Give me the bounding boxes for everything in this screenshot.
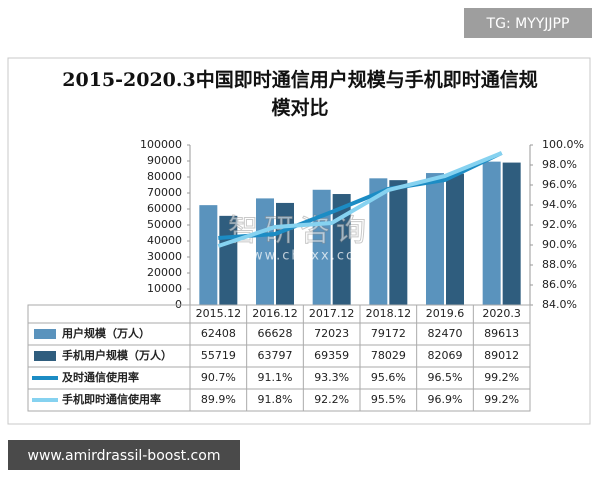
y2-tick-label: 100.0% <box>542 138 584 151</box>
bar <box>426 173 444 305</box>
y-tick-label: 30000 <box>147 250 182 263</box>
table-cell: 78029 <box>371 349 406 362</box>
table-cell: 99.2% <box>484 393 519 406</box>
footer-box <box>8 440 240 470</box>
legend-label: 用户规模（万人） <box>62 326 150 340</box>
table-cell: 95.6% <box>371 371 406 384</box>
line-series <box>218 151 503 240</box>
title-box: 2015-2020.3中国即时通信用户规模与手机即时通信规模对比 <box>62 69 538 119</box>
footer-text: www.amirdrassil-boost.com <box>28 448 221 464</box>
y-tick-label: 80000 <box>147 170 182 183</box>
y-tick-label: 20000 <box>147 266 182 279</box>
y2-tick-label: 88.0% <box>542 258 577 271</box>
y-tick-label: 100000 <box>140 138 182 151</box>
bar <box>256 198 274 305</box>
table-cell: 69359 <box>314 349 349 362</box>
y2-tick-label: 90.0% <box>542 238 577 251</box>
x-tick-label: 2018.12 <box>366 307 412 320</box>
table-cell: 92.2% <box>314 393 349 406</box>
y-tick-label: 50000 <box>147 218 182 231</box>
watermark-site: www.chyxx.com <box>239 249 370 264</box>
table-cell: 82069 <box>428 349 463 362</box>
bar <box>369 178 388 305</box>
legend-swatch <box>34 351 56 361</box>
table-cell: 62408 <box>201 327 236 340</box>
watermark-logo: 智研咨询 <box>228 214 372 249</box>
y2-tick-label: 86.0% <box>542 278 577 291</box>
legend-label: 手机即时通信使用率 <box>62 392 161 406</box>
table-cell: 89012 <box>484 349 519 362</box>
line-series <box>217 151 503 248</box>
table-cell: 91.8% <box>258 393 293 406</box>
legend-label: 手机用户规模（万人） <box>62 348 172 362</box>
x-tick-label: 2016.12 <box>252 307 298 320</box>
x-tick-label: 2019.6 <box>426 307 465 320</box>
y-tick-label: 10000 <box>147 282 182 295</box>
table-cell: 90.7% <box>201 371 236 384</box>
x-tick-label: 2020.3 <box>482 307 521 320</box>
y2-tick-label: 96.0% <box>542 178 577 191</box>
legend-swatch <box>34 329 56 339</box>
table-cell: 79172 <box>371 327 406 340</box>
table-cell: 93.3% <box>314 371 349 384</box>
table-cell: 72023 <box>314 327 349 340</box>
tag-text: TG: MYYJJPP <box>486 16 570 32</box>
tag-box <box>464 8 592 38</box>
x-tick-label: 2015.12 <box>196 307 242 320</box>
y-tick-label: 60000 <box>147 202 182 215</box>
chart-title: 2015-2020.3中国即时通信用户规模与手机即时通信规模对比 <box>62 69 538 119</box>
table-cell: 82470 <box>428 327 463 340</box>
table-cell: 89613 <box>484 327 519 340</box>
table-cell: 91.1% <box>258 371 293 384</box>
table-cell: 66628 <box>258 327 293 340</box>
bar <box>446 173 464 305</box>
y2-tick-label: 92.0% <box>542 218 577 231</box>
x-tick-label: 2017.12 <box>309 307 355 320</box>
y2-tick-label: 98.0% <box>542 158 577 171</box>
table-cell: 99.2% <box>484 371 519 384</box>
y-tick-label: 40000 <box>147 234 182 247</box>
legend-label: 及时通信使用率 <box>62 370 139 384</box>
bar <box>502 162 521 305</box>
bar <box>482 161 501 305</box>
y2-tick-label: 94.0% <box>542 198 577 211</box>
bar <box>389 180 408 305</box>
bar <box>199 205 218 305</box>
table-cell: 96.9% <box>428 393 463 406</box>
y-tick-label: 70000 <box>147 186 182 199</box>
table-cell: 95.5% <box>371 393 406 406</box>
y-tick-label: 90000 <box>147 154 182 167</box>
table-cell: 55719 <box>201 349 236 362</box>
table-cell: 89.9% <box>201 393 236 406</box>
table-cell: 63797 <box>258 349 293 362</box>
y2-tick-label: 84.0% <box>542 298 577 311</box>
table-cell: 96.5% <box>428 371 463 384</box>
